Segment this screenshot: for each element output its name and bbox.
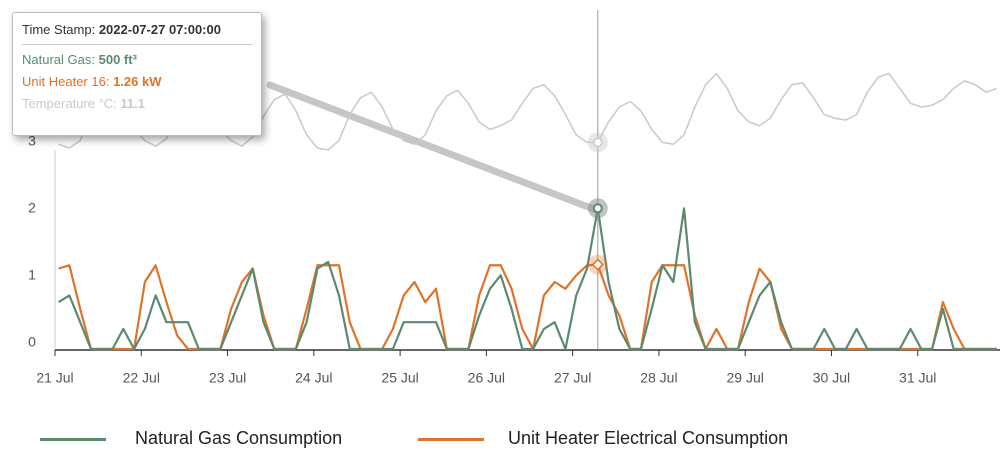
tooltip-row-label: Unit Heater 16: bbox=[22, 74, 110, 89]
tooltip: Time Stamp: 2022-07-27 07:00:00 Natural … bbox=[12, 12, 262, 136]
tooltip-row: Unit Heater 16: 1.26 kW bbox=[22, 74, 252, 89]
tooltip-header: Time Stamp: 2022-07-27 07:00:00 bbox=[22, 22, 252, 45]
legend-swatch bbox=[40, 438, 106, 441]
y-tick-label: 2 bbox=[28, 200, 36, 216]
tooltip-row-value: 11.1 bbox=[120, 96, 146, 111]
x-tick-label: 30 Jul bbox=[813, 370, 850, 386]
x-tick-label: 22 Jul bbox=[123, 370, 160, 386]
tooltip-row: Natural Gas: 500 ft³ bbox=[22, 52, 252, 67]
tooltip-label: Time Stamp: bbox=[22, 22, 96, 37]
x-tick-label: 26 Jul bbox=[468, 370, 505, 386]
y-tick-label: 3 bbox=[28, 133, 36, 149]
y-tick-label: 1 bbox=[28, 267, 36, 283]
x-tick-label: 24 Jul bbox=[295, 370, 332, 386]
x-tick-label: 21 Jul bbox=[36, 370, 73, 386]
tooltip-row-value: 1.26 kW bbox=[113, 74, 162, 89]
legend-label: Unit Heater Electrical Consumption bbox=[508, 428, 789, 448]
x-tick-label: 29 Jul bbox=[727, 370, 764, 386]
hover-marker bbox=[591, 258, 604, 271]
tooltip-connector bbox=[266, 81, 600, 214]
tooltip-row-value: 500 ft³ bbox=[98, 52, 137, 67]
tooltip-row: Temperature °C: 11.1 bbox=[22, 96, 252, 111]
x-tick-label: 27 Jul bbox=[554, 370, 591, 386]
y-tick-label: 0 bbox=[28, 334, 36, 350]
hover-marker bbox=[593, 137, 603, 148]
x-tick-label: 28 Jul bbox=[640, 370, 677, 386]
series-line bbox=[58, 263, 997, 351]
hover-marker bbox=[592, 203, 603, 214]
tooltip-row-label: Temperature °C: bbox=[22, 96, 117, 111]
tooltip-row-label: Natural Gas: bbox=[22, 52, 95, 67]
x-tick-label: 31 Jul bbox=[899, 370, 936, 386]
tooltip-time: 2022-07-27 07:00:00 bbox=[98, 22, 221, 37]
legend-label: Natural Gas Consumption bbox=[135, 428, 343, 448]
series-line bbox=[58, 207, 997, 351]
legend-swatch bbox=[418, 438, 484, 441]
x-tick-label: 25 Jul bbox=[381, 370, 418, 386]
x-tick-label: 23 Jul bbox=[209, 370, 246, 386]
tooltip-rows: Natural Gas: 500 ft³ Unit Heater 16: 1.26… bbox=[22, 52, 252, 111]
